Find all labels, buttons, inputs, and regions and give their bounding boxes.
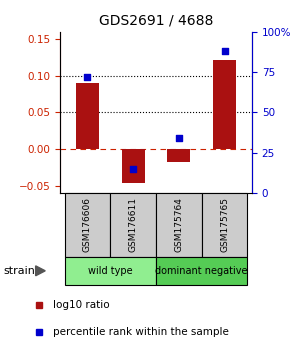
Bar xyxy=(110,193,156,257)
Point xyxy=(176,135,181,141)
Bar xyxy=(213,60,236,149)
Bar xyxy=(64,257,156,285)
Polygon shape xyxy=(36,266,45,276)
Bar xyxy=(202,193,248,257)
Title: GDS2691 / 4688: GDS2691 / 4688 xyxy=(99,14,213,28)
Point xyxy=(131,166,136,172)
Bar xyxy=(156,193,202,257)
Point xyxy=(222,48,227,54)
Point xyxy=(85,74,90,80)
Text: percentile rank within the sample: percentile rank within the sample xyxy=(53,327,229,337)
Text: GSM175764: GSM175764 xyxy=(174,197,183,252)
Bar xyxy=(167,149,190,162)
Text: log10 ratio: log10 ratio xyxy=(53,300,110,310)
Text: GSM176606: GSM176606 xyxy=(83,197,92,252)
Text: dominant negative: dominant negative xyxy=(155,266,248,276)
Text: strain: strain xyxy=(3,266,35,276)
Bar xyxy=(76,83,99,149)
Text: GSM175765: GSM175765 xyxy=(220,197,229,252)
Bar xyxy=(64,193,110,257)
Bar xyxy=(156,257,248,285)
Bar xyxy=(122,149,145,183)
Text: GSM176611: GSM176611 xyxy=(129,197,138,252)
Text: wild type: wild type xyxy=(88,266,133,276)
